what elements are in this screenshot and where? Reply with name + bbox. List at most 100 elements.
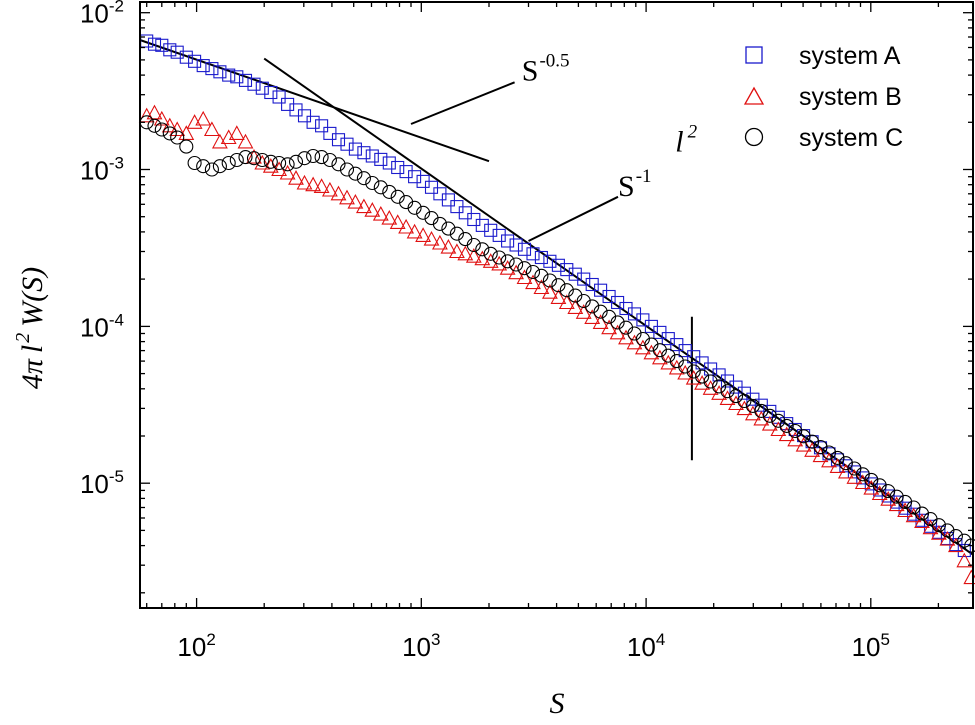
point-triangle-31 [398,218,415,234]
point-circle-26 [356,171,371,186]
point-triangle-95 [939,530,956,546]
point-circle-69 [720,384,735,399]
point-square-1 [147,37,162,51]
point-triangle-39 [465,248,482,263]
point-triangle-72 [744,405,761,421]
point-triangle-82 [829,458,846,473]
point-circle-90 [898,494,913,509]
y-tick-label: 10-3 [80,154,124,186]
y-title-part-4: 4 [16,374,49,389]
point-square-40 [475,218,489,232]
annotation-s05: S-0.5 [522,50,570,87]
point-triangle-0 [138,107,155,123]
point-circle-13 [246,151,262,166]
point-circle-47 [534,268,549,283]
point-square-32 [408,170,422,184]
point-square-7 [196,59,210,73]
point-circle-12 [238,150,253,165]
x-axis-title: S [550,687,565,720]
point-circle-79 [805,434,820,449]
point-circle-11 [229,152,244,168]
point-circle-74 [762,408,777,423]
legend: system A system B system C [743,42,903,152]
point-circle-51 [568,288,583,303]
point-triangle-26 [355,198,372,214]
point-triangle-59 [634,339,651,355]
point-triangle-89 [888,496,905,512]
point-circle-4 [170,130,185,145]
legend-item-c: system C [744,124,903,152]
point-triangle-93 [922,519,939,535]
point-circle-81 [821,445,837,460]
y-title-part-exp: 2 [12,333,34,343]
point-square-49 [551,258,565,272]
point-triangle-53 [584,309,601,324]
point-triangle-18 [288,170,304,185]
point-circle-70 [728,389,744,404]
point-triangle-2 [153,110,170,126]
point-triangle-75 [770,421,787,437]
point-square-3 [163,43,177,57]
point-circle-32 [407,200,422,215]
point-square-8 [205,62,219,76]
point-square-20 [306,115,320,129]
point-circle-98 [964,538,975,553]
point-triangle-68 [711,385,728,400]
point-triangle-19 [296,174,313,190]
point-circle-10 [221,155,236,171]
point-triangle-88 [880,491,897,506]
point-triangle-50 [558,294,575,310]
point-square-5 [179,50,193,64]
point-triangle-85 [854,474,871,490]
point-circle-49 [551,278,566,293]
point-square-4 [170,45,184,59]
point-circle-94 [931,518,946,533]
point-circle-18 [288,154,304,169]
point-square-51 [568,267,582,281]
point-circle-50 [559,283,574,298]
point-triangle-8 [203,121,220,137]
point-square-6 [188,54,202,68]
point-circle-68 [712,379,727,394]
point-circle-29 [382,184,397,199]
point-triangle-7 [195,110,212,126]
point-triangle-90 [897,502,914,518]
point-circle-56 [610,315,625,330]
point-triangle-51 [567,299,584,314]
point-square-43 [501,234,515,248]
point-square-41 [484,223,498,237]
point-triangle-38 [457,245,474,261]
y-tick-label: 10-5 [80,467,124,499]
point-square-15 [264,85,278,100]
point-circle-39 [466,237,481,253]
point-triangle-28 [372,205,389,221]
point-circle-37 [449,226,464,241]
point-circle-97 [957,533,972,548]
annotation-s1: S-1 [618,166,652,203]
point-triangle-87 [871,485,888,501]
point-circle-5 [179,139,194,154]
series-triangle [138,104,975,585]
point-circle-15 [263,154,278,169]
point-square-50 [560,263,574,277]
point-triangle-61 [651,349,668,365]
point-circle-19 [297,151,312,166]
point-circle-77 [788,423,803,439]
point-triangle-37 [448,243,465,259]
point-circle-35 [432,216,447,231]
point-triangle-29 [381,209,398,225]
point-triangle-77 [787,431,804,447]
point-square-57 [619,301,633,316]
point-triangle-52 [575,304,592,319]
point-triangle-22 [321,181,338,197]
point-circle-33 [416,205,431,220]
point-circle-67 [703,374,718,389]
point-triangle-4 [169,121,186,137]
point-square-12 [238,73,253,87]
point-circle-78 [796,429,811,444]
legend-label-a: system A [799,42,901,70]
point-circle-89 [889,489,904,504]
point-circle-80 [813,439,828,455]
point-circle-75 [771,413,786,428]
